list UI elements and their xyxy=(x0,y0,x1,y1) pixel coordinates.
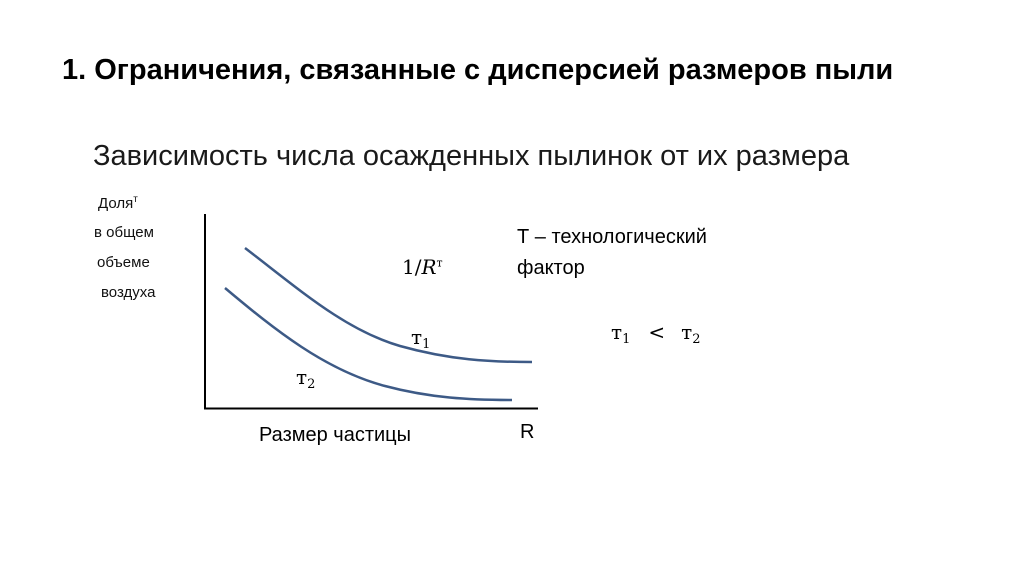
curve-t2 xyxy=(224,287,513,402)
curve-t1-label: т1 xyxy=(411,325,431,352)
y-axis-label-line1: Долят xyxy=(98,194,138,212)
curve-t1 xyxy=(244,247,533,364)
y-axis-label-line2: в общем xyxy=(94,224,154,241)
inequality: т1 < т2 xyxy=(611,320,701,347)
x-axis-label: Размер частицы xyxy=(259,424,412,446)
note-line2: фактор xyxy=(517,257,585,279)
x-axis-end-label: R xyxy=(520,421,535,443)
formula-label: 1/Rт xyxy=(402,255,443,279)
curve-t2-label: т2 xyxy=(296,365,316,392)
slide-title: 1. Ограничения, связанные с дисперсией р… xyxy=(62,54,894,86)
y-axis-label-line4: воздуха xyxy=(101,284,156,301)
y-axis-label-line3: объеме xyxy=(97,254,150,271)
note-line1: Т – технологический xyxy=(517,226,707,248)
slide-subtitle: Зависимость числа осажденных пылинок от … xyxy=(93,140,850,172)
